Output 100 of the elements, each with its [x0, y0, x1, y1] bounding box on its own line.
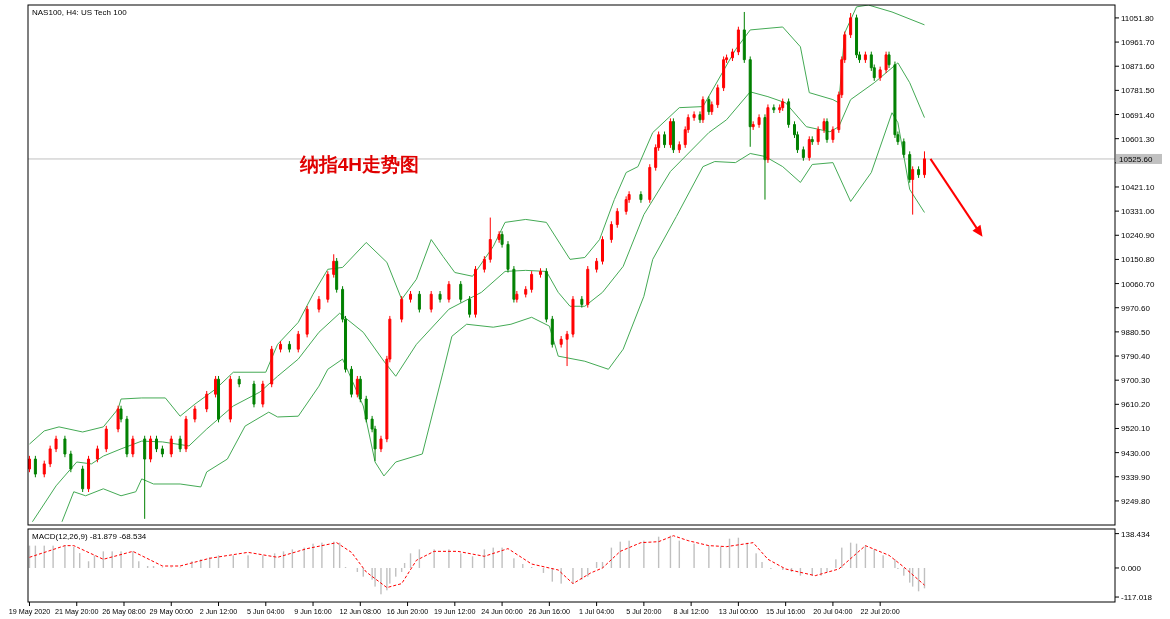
candlestick — [488, 217, 492, 264]
candlestick — [193, 405, 197, 423]
candlestick — [104, 425, 108, 453]
candlestick — [409, 290, 413, 304]
candlestick — [757, 113, 761, 129]
candlestick — [169, 435, 173, 458]
candlestick — [95, 445, 99, 463]
y-tick-label: 138.434 — [1121, 529, 1151, 539]
candlestick — [270, 345, 274, 388]
y-tick-label: 9880.50 — [1121, 327, 1151, 337]
candlestick — [778, 103, 782, 114]
candlestick — [154, 435, 158, 453]
candlestick — [849, 12, 853, 39]
candlestick — [801, 146, 805, 162]
y-tick-label: 9610.20 — [1121, 400, 1151, 410]
candlestick — [335, 257, 339, 294]
candlestick — [364, 395, 368, 423]
candlestick — [807, 135, 811, 162]
candlestick — [87, 455, 91, 493]
candlestick — [217, 375, 221, 423]
candlestick — [787, 98, 791, 129]
candlestick — [763, 113, 767, 201]
candlestick — [580, 295, 584, 309]
candlestick — [237, 375, 241, 388]
candlestick — [698, 110, 702, 124]
candlestick — [506, 240, 510, 274]
candlestick — [878, 66, 882, 82]
candlestick — [884, 51, 888, 74]
y-tick-label: 11051.80 — [1121, 13, 1155, 23]
candlestick — [902, 137, 906, 159]
candlestick — [908, 150, 912, 184]
candlestick — [279, 340, 283, 353]
candlestick — [500, 230, 504, 249]
y-tick-label: 10871.60 — [1121, 62, 1155, 72]
candlestick — [663, 131, 667, 149]
candlestick — [677, 140, 681, 154]
candlestick — [261, 380, 265, 408]
candlestick — [287, 340, 291, 353]
candlestick — [143, 435, 147, 520]
candlestick — [125, 415, 129, 458]
candlestick — [530, 270, 534, 294]
candlestick — [69, 450, 73, 473]
candlestick — [922, 150, 926, 179]
candlestick — [736, 26, 740, 56]
candlestick — [379, 435, 383, 453]
candlestick — [228, 375, 232, 423]
candlestick — [438, 290, 442, 304]
y-tick-label: -117.018 — [1121, 593, 1153, 603]
candlestick — [497, 230, 501, 244]
candlestick — [214, 375, 218, 398]
y-tick-label: 10691.40 — [1121, 110, 1155, 120]
candlestick — [707, 95, 711, 116]
line-series — [28, 5, 925, 445]
candlestick — [515, 290, 519, 304]
chart-title: MACD(12,26,9) -81.879 -68.534 — [32, 532, 147, 541]
candlestick — [722, 55, 726, 92]
candlestick — [54, 435, 58, 453]
candlestick — [326, 270, 330, 304]
candlestick — [586, 265, 590, 309]
candlestick — [474, 265, 477, 319]
candlestick — [252, 380, 256, 408]
candlestick — [468, 295, 472, 319]
candlestick — [772, 103, 776, 114]
ref-line-label: 10525.60 — [1119, 154, 1153, 164]
y-tick-label: 10331.00 — [1121, 207, 1155, 217]
candlestick — [400, 295, 404, 323]
candlestick — [831, 125, 835, 144]
candlestick — [565, 330, 569, 367]
candlestick — [766, 103, 770, 164]
candlestick — [459, 280, 463, 304]
candlestick — [550, 315, 554, 349]
candlestick — [317, 295, 321, 313]
y-tick-label: 9339.90 — [1121, 472, 1151, 482]
candlestick — [648, 163, 652, 204]
y-tick-label: 9520.10 — [1121, 424, 1151, 434]
line-series — [28, 535, 925, 589]
candlestick — [671, 117, 675, 154]
candlestick — [538, 267, 542, 279]
candlestick — [81, 465, 85, 493]
y-tick-label: 9700.30 — [1121, 376, 1151, 386]
candlestick — [595, 257, 599, 274]
y-tick-label: 9790.40 — [1121, 352, 1151, 362]
candlestick — [358, 375, 362, 403]
candlestick — [751, 120, 755, 131]
candlestick — [863, 51, 867, 64]
candlestick — [716, 84, 720, 109]
candlestick — [119, 405, 123, 423]
candlestick — [887, 51, 891, 69]
y-tick-label: 9249.80 — [1121, 496, 1151, 506]
candlestick — [417, 290, 421, 313]
candlestick — [710, 100, 714, 116]
candlestick — [609, 220, 613, 244]
candlestick — [512, 265, 516, 304]
candlestick — [482, 255, 486, 274]
y-tick-label: 10961.70 — [1121, 38, 1155, 48]
candlestick — [748, 55, 752, 148]
candlestick — [624, 195, 628, 216]
candlestick — [825, 117, 829, 144]
y-tick-label: 10150.80 — [1121, 255, 1155, 265]
candlestick — [855, 14, 859, 59]
